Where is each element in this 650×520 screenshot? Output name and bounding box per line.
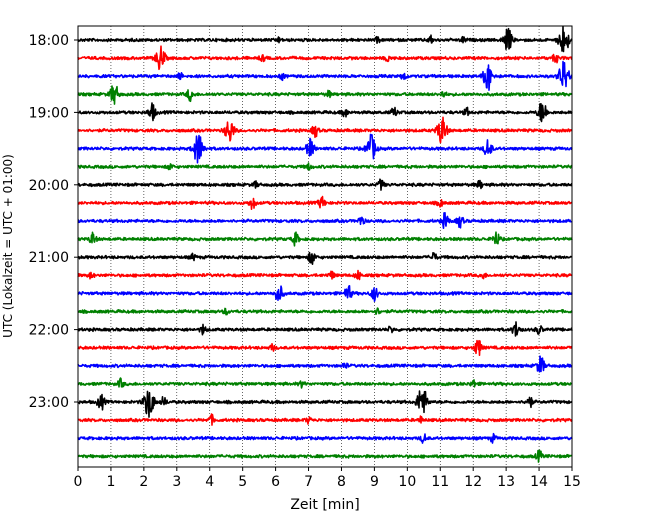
- x-tick-label: 0: [74, 474, 83, 490]
- x-tick-label: 14: [530, 474, 548, 490]
- y-tick-label: 20:00: [29, 178, 69, 194]
- trace-2115: [77, 269, 573, 281]
- x-tick-label: 8: [337, 474, 346, 490]
- trace-2315: [77, 413, 573, 426]
- trace-1830: [77, 60, 573, 91]
- trace-1845: [77, 85, 573, 105]
- trace-2100: [77, 251, 573, 265]
- trace-2145: [77, 307, 573, 316]
- x-tick-label: 13: [497, 474, 515, 490]
- seismic-traces: [77, 25, 573, 463]
- x-tick-label: 7: [304, 474, 313, 490]
- trace-2215: [77, 339, 573, 356]
- trace-2000: [77, 178, 573, 191]
- trace-2345: [77, 449, 573, 463]
- trace-1800: [77, 25, 573, 53]
- trace-2130: [77, 285, 573, 302]
- trace-2230: [77, 355, 573, 373]
- trace-2030: [77, 211, 573, 230]
- trace-1900: [77, 102, 573, 123]
- trace-1915: [77, 116, 573, 144]
- x-tick-label: 1: [106, 474, 115, 490]
- x-axis-title: Zeit [min]: [290, 497, 359, 513]
- trace-1815: [77, 45, 573, 71]
- x-tick-label: 2: [139, 474, 148, 490]
- y-tick-label: 22:00: [29, 323, 69, 339]
- y-tick-label: 18:00: [29, 33, 69, 49]
- trace-2015: [77, 195, 573, 210]
- trace-2045: [77, 231, 573, 247]
- x-tick-label: 3: [172, 474, 181, 490]
- y-tick-label: 21:00: [29, 250, 69, 266]
- x-tick-label: 6: [271, 474, 280, 490]
- x-tick-label: 15: [563, 474, 581, 490]
- trace-2300: [77, 390, 573, 418]
- trace-2330: [77, 432, 573, 444]
- x-axis: 0 1 2 3 4 5 6 7 8 9 10 11 12 13 14 15: [74, 467, 581, 490]
- plot-frame: [77, 25, 573, 468]
- x-tick-label: 10: [398, 474, 416, 490]
- trace-1945: [77, 162, 573, 171]
- trace-2200: [77, 321, 573, 337]
- x-tick-label: 4: [205, 474, 214, 490]
- x-tick-label: 11: [431, 474, 449, 490]
- x-tick-label: 12: [464, 474, 482, 490]
- y-axis: 18:00 19:00 20:00 21:00 22:00 23:00: [29, 33, 78, 411]
- trace-2245: [77, 377, 573, 389]
- y-tick-label: 19:00: [29, 105, 69, 121]
- x-tick-label: 5: [238, 474, 247, 490]
- y-tick-label: 23:00: [29, 395, 69, 411]
- x-tick-label: 9: [370, 474, 379, 490]
- trace-1930: [77, 133, 573, 164]
- y-axis-title: UTC (Lokalzeit = UTC + 01:00): [1, 154, 15, 338]
